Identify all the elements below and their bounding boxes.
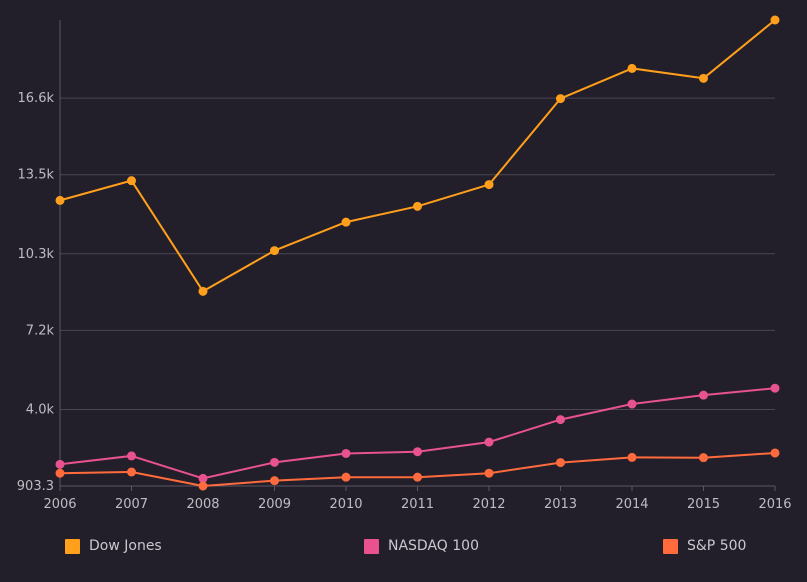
x-tick-label: 2008 [186, 497, 219, 512]
data-point-s-p-500[interactable] [270, 476, 279, 486]
data-point-s-p-500[interactable] [484, 468, 494, 478]
data-point-dow-jones[interactable] [198, 286, 208, 296]
data-point-dow-jones[interactable] [127, 176, 136, 186]
legend-swatch-dow-jones [65, 538, 80, 554]
series-line-dow-jones [59, 19, 776, 293]
legend-item-dow-jones[interactable]: Dow Jones [65, 538, 162, 554]
x-tick-label: 2010 [329, 497, 362, 512]
series-line-nasdaq-100 [59, 387, 776, 480]
data-point-s-p-500[interactable] [127, 467, 136, 477]
x-tick-label: 2007 [115, 497, 148, 512]
x-tick-label: 2009 [258, 497, 291, 512]
legend-label-nasdaq-100: NASDAQ 100 [388, 538, 479, 554]
gridlines [60, 97, 775, 487]
y-tick-label: 13.5k [18, 168, 55, 183]
y-tick-label: 903.3 [17, 479, 54, 494]
data-point-s-p-500[interactable] [627, 452, 637, 462]
data-point-dow-jones[interactable] [770, 15, 780, 25]
data-point-nasdaq-100[interactable] [556, 415, 565, 425]
legend-swatch-nasdaq-100 [364, 538, 379, 554]
x-tick-label: 2011 [401, 497, 434, 512]
y-tick-label: 10.3k [18, 247, 55, 262]
data-point-dow-jones[interactable] [270, 246, 279, 256]
data-point-s-p-500[interactable] [198, 481, 208, 491]
data-point-s-p-500[interactable] [770, 448, 780, 458]
data-point-dow-jones[interactable] [484, 180, 494, 190]
y-tick-label: 16.6k [18, 91, 55, 106]
x-tick-label: 2013 [544, 497, 577, 512]
x-tick-label: 2015 [687, 497, 720, 512]
data-point-s-p-500[interactable] [341, 472, 351, 482]
series-layer [55, 15, 780, 491]
legend-label-dow-jones: Dow Jones [89, 538, 162, 554]
data-point-dow-jones[interactable] [556, 94, 565, 104]
x-tick-label: 2014 [615, 497, 648, 512]
data-point-s-p-500[interactable] [55, 468, 65, 478]
legend-swatch-sp-500 [663, 538, 678, 554]
legend-label-sp-500: S&P 500 [687, 538, 747, 554]
data-point-nasdaq-100[interactable] [627, 399, 637, 409]
x-axis: 2006 2007 2008 2009 2010 2011 2012 2013 2014 2015… [43, 485, 792, 512]
x-tick-label: 2006 [43, 497, 76, 512]
data-point-nasdaq-100[interactable] [699, 390, 708, 400]
data-point-nasdaq-100[interactable] [341, 448, 351, 458]
legend-item-nasdaq-100[interactable]: NASDAQ 100 [364, 538, 479, 554]
data-point-nasdaq-100[interactable] [484, 437, 494, 447]
data-point-nasdaq-100[interactable] [198, 473, 208, 483]
legend: Dow Jones NASDAQ 100 S&P 500 [0, 538, 807, 560]
data-point-nasdaq-100[interactable] [413, 447, 422, 457]
data-point-nasdaq-100[interactable] [770, 383, 780, 393]
data-point-nasdaq-100[interactable] [55, 459, 65, 469]
x-tick-label: 2012 [472, 497, 505, 512]
data-point-dow-jones[interactable] [341, 217, 351, 227]
data-point-dow-jones[interactable] [699, 73, 708, 83]
x-tick-label: 2016 [758, 497, 791, 512]
data-point-dow-jones[interactable] [627, 63, 637, 73]
data-point-s-p-500[interactable] [556, 458, 565, 468]
y-axis: 903.3 4.0k 7.2k 10.3k 13.5k 16.6k [17, 20, 61, 494]
data-point-dow-jones[interactable] [55, 195, 65, 205]
data-point-s-p-500[interactable] [413, 472, 422, 482]
legend-item-sp-500[interactable]: S&P 500 [663, 538, 746, 554]
data-point-nasdaq-100[interactable] [270, 457, 279, 467]
y-tick-label: 7.2k [26, 323, 55, 338]
data-point-s-p-500[interactable] [699, 453, 708, 463]
data-point-nasdaq-100[interactable] [127, 451, 136, 461]
y-tick-label: 4.0k [26, 402, 55, 417]
data-point-dow-jones[interactable] [413, 201, 422, 211]
